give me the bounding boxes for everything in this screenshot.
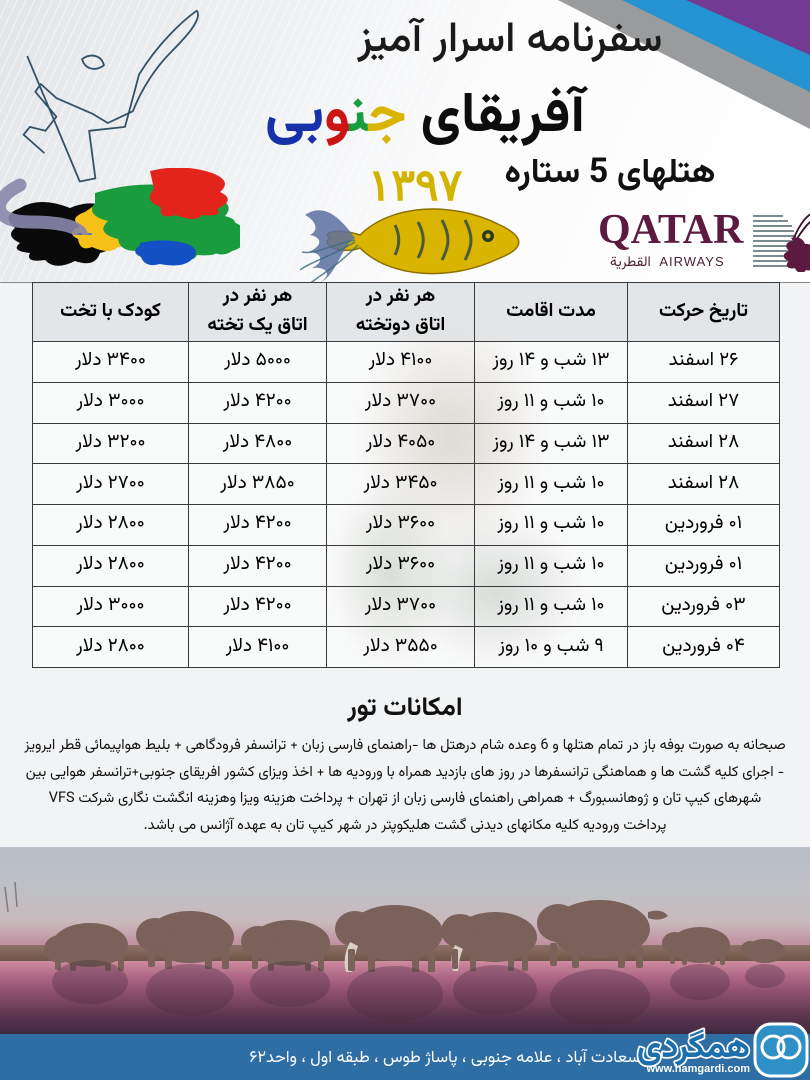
svg-text:M: M <box>76 230 93 235</box>
svg-text:www.hamgardi.com: www.hamgardi.com <box>645 1063 750 1075</box>
